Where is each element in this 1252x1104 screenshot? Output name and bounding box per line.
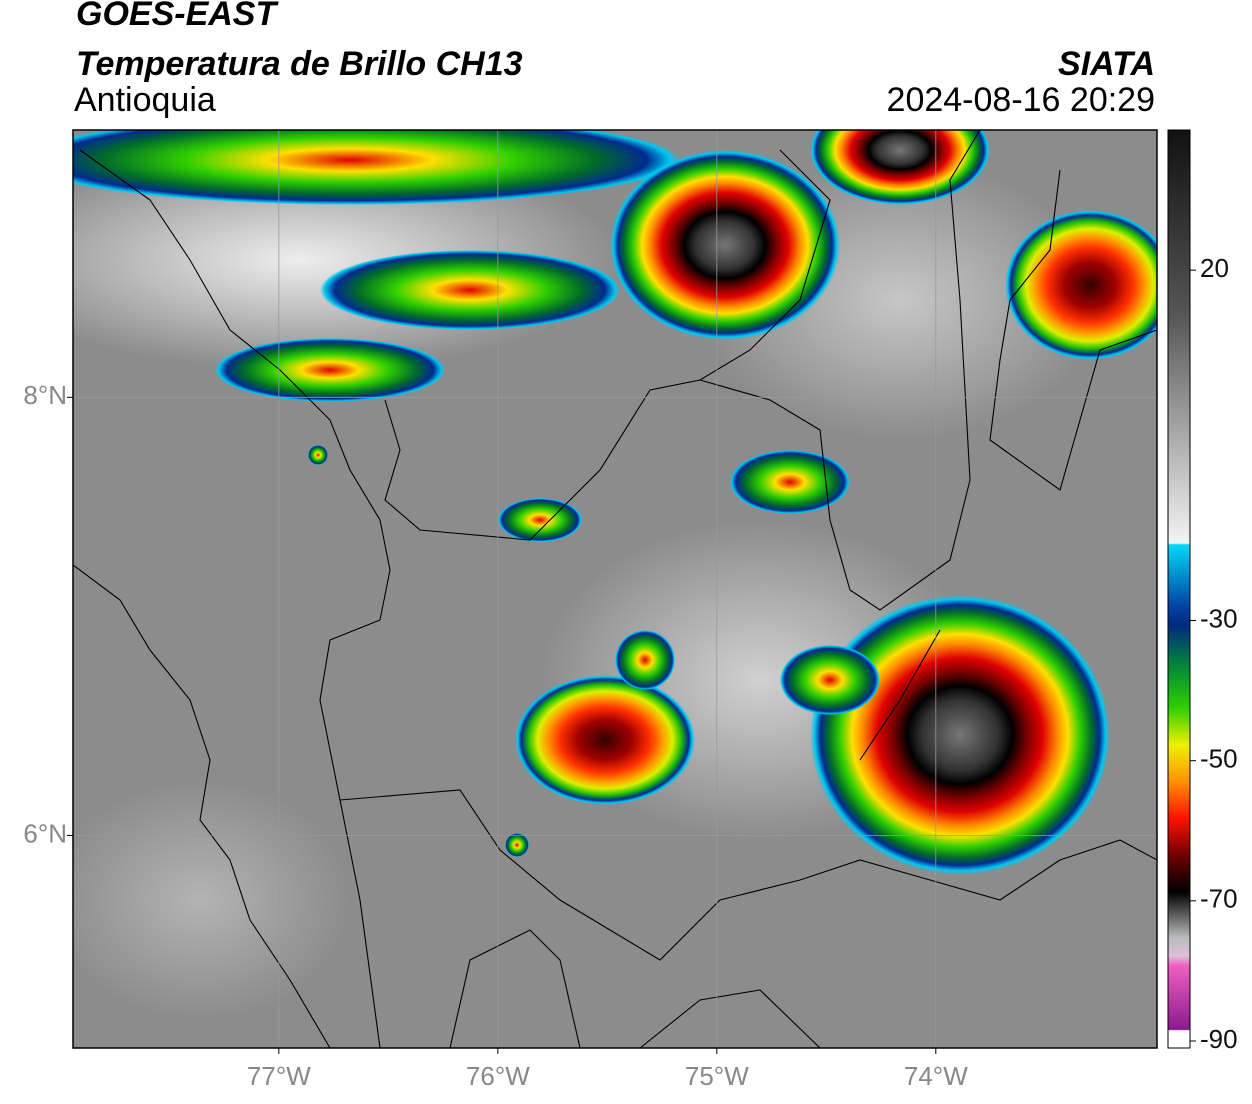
x-tick-label: 74°W <box>904 1061 968 1091</box>
colorbar-tick-label: -70 <box>1200 884 1238 914</box>
x-tick-label: 75°W <box>685 1061 749 1091</box>
colorbar-tick-label: -30 <box>1200 603 1238 633</box>
satellite: GOES-EAST <box>76 0 279 33</box>
product: Temperatura de Brillo CH13 <box>76 45 523 83</box>
region: Antioquia <box>74 81 216 119</box>
colorbar-tick-label: -90 <box>1200 1024 1238 1054</box>
x-tick-label: 77°W <box>247 1061 311 1091</box>
satellite-image <box>73 130 1157 1048</box>
colorbar <box>1167 129 1191 1049</box>
datetime: 2024-08-16 20:29 <box>887 81 1155 119</box>
y-tick-label: 8°N <box>23 380 67 410</box>
x-tick-label: 76°W <box>466 1061 530 1091</box>
y-tick-label: 6°N <box>23 818 67 848</box>
map-frame <box>72 129 1158 1049</box>
source: SIATA <box>1058 45 1155 83</box>
colorbar-tick-label: 20 <box>1200 253 1229 283</box>
colorbar-tick-label: -50 <box>1200 744 1238 774</box>
